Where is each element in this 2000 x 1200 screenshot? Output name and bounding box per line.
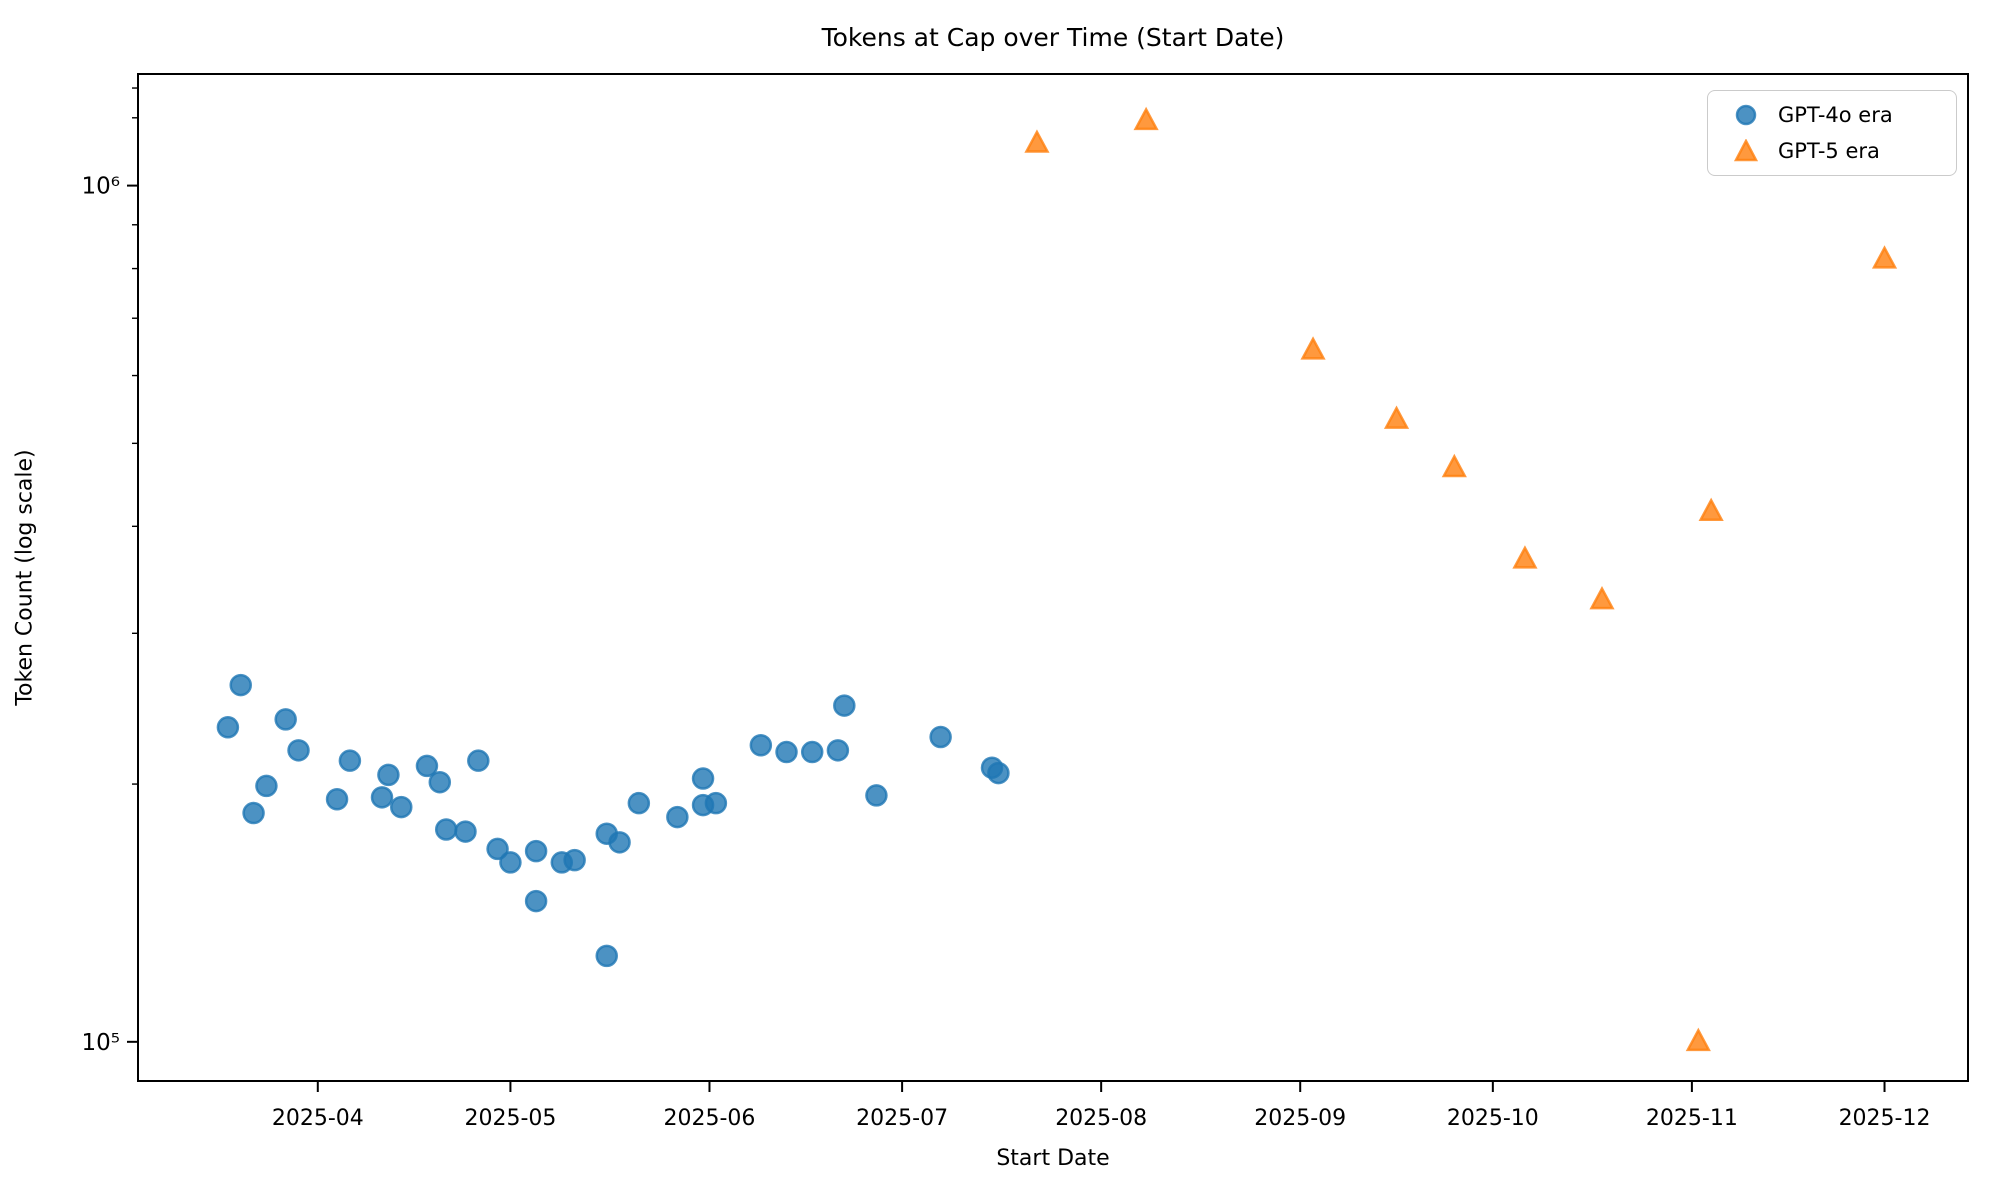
data-point-gpt-5-era	[1300, 336, 1326, 360]
data-point-gpt-4o-era	[833, 694, 856, 717]
data-point-gpt-5-era	[1685, 1027, 1711, 1052]
data-point-gpt-4o-era	[800, 740, 824, 764]
chart-title: Tokens at Cap over Time (Start Date)	[821, 23, 1285, 52]
data-point-gpt-4o-era	[229, 673, 252, 697]
y-tick-label: 10⁵	[82, 1030, 121, 1056]
x-tick-label: 2025-10	[1447, 1106, 1539, 1131]
triangle-marker-icon	[1733, 139, 1759, 162]
data-point-gpt-4o-era	[524, 839, 548, 863]
legend: GPT-4o era GPT-5 era	[1707, 90, 1957, 176]
data-point-gpt-4o-era	[338, 749, 362, 772]
data-point-gpt-4o-era	[704, 791, 728, 815]
x-tick-label: 2025-09	[1254, 1106, 1346, 1131]
data-point-gpt-5-era	[1024, 129, 1050, 153]
y-tick-label: 10⁶	[82, 174, 121, 200]
x-tick-label: 2025-08	[1055, 1106, 1147, 1131]
data-point-gpt-4o-era	[287, 739, 310, 762]
data-point-gpt-4o-era	[370, 786, 394, 809]
x-tick-label: 2025-12	[1839, 1106, 1931, 1131]
data-point-gpt-5-era	[1441, 453, 1467, 478]
x-axis-label: Start Date	[996, 1146, 1110, 1171]
data-point-gpt-4o-era	[428, 770, 452, 794]
data-point-gpt-5-era	[1698, 497, 1724, 521]
data-point-gpt-4o-era	[467, 749, 490, 772]
data-point-gpt-4o-era	[524, 889, 548, 913]
data-point-gpt-4o-era	[325, 788, 349, 811]
data-point-gpt-4o-era	[929, 725, 952, 749]
data-point-gpt-5-era	[1871, 245, 1898, 269]
legend-label: GPT-4o era	[1778, 103, 1893, 127]
data-point-gpt-5-era	[1512, 545, 1538, 569]
data-point-gpt-5-era	[1589, 585, 1615, 610]
data-point-gpt-4o-era	[627, 791, 651, 815]
data-point-gpt-5-era	[1383, 405, 1410, 429]
data-point-gpt-5-era	[1133, 106, 1159, 131]
data-point-gpt-4o-era	[691, 767, 715, 790]
data-point-gpt-4o-era	[595, 944, 618, 968]
x-tick-label: 2025-06	[664, 1106, 756, 1131]
data-point-gpt-4o-era	[775, 740, 798, 764]
data-point-gpt-4o-era	[749, 734, 773, 757]
circle-marker-icon	[1735, 104, 1757, 126]
data-point-gpt-4o-era	[499, 851, 522, 874]
data-point-gpt-4o-era	[415, 754, 439, 778]
data-point-gpt-4o-era	[486, 837, 509, 861]
x-tick-label: 2025-05	[464, 1106, 556, 1131]
data-point-gpt-4o-era	[377, 763, 400, 787]
data-point-gpt-4o-era	[274, 708, 297, 731]
legend-entry-gpt-4o-era: GPT-4o era	[1724, 103, 1942, 127]
legend-entry-gpt-5-era: GPT-5 era	[1724, 139, 1942, 163]
x-tick-label: 2025-04	[272, 1106, 364, 1131]
data-point-gpt-4o-era	[434, 818, 458, 841]
data-point-gpt-4o-era	[454, 820, 477, 843]
data-point-gpt-4o-era	[987, 761, 1010, 785]
data-point-gpt-4o-era	[563, 848, 586, 872]
data-point-gpt-4o-era	[242, 801, 265, 825]
plot-spines	[137, 73, 1969, 1082]
x-tick-label: 2025-11	[1646, 1106, 1738, 1131]
legend-label: GPT-5 era	[1778, 139, 1880, 163]
x-tick-label: 2025-07	[856, 1106, 948, 1131]
data-point-gpt-4o-era	[390, 795, 413, 819]
data-point-gpt-4o-era	[666, 805, 689, 829]
data-point-gpt-4o-era	[216, 716, 240, 739]
data-point-gpt-4o-era	[865, 784, 888, 807]
data-point-gpt-4o-era	[608, 831, 631, 854]
data-point-gpt-4o-era	[255, 774, 278, 798]
data-point-gpt-4o-era	[826, 739, 850, 762]
